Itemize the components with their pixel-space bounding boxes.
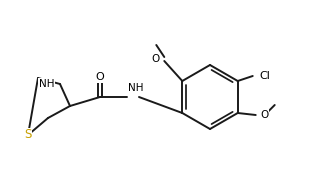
Text: NH: NH [38, 79, 54, 89]
Text: Cl: Cl [260, 71, 271, 81]
Text: O: O [261, 110, 269, 120]
Text: NH: NH [128, 83, 144, 93]
Text: O: O [151, 54, 159, 64]
Text: S: S [24, 129, 32, 142]
Text: O: O [95, 72, 105, 82]
